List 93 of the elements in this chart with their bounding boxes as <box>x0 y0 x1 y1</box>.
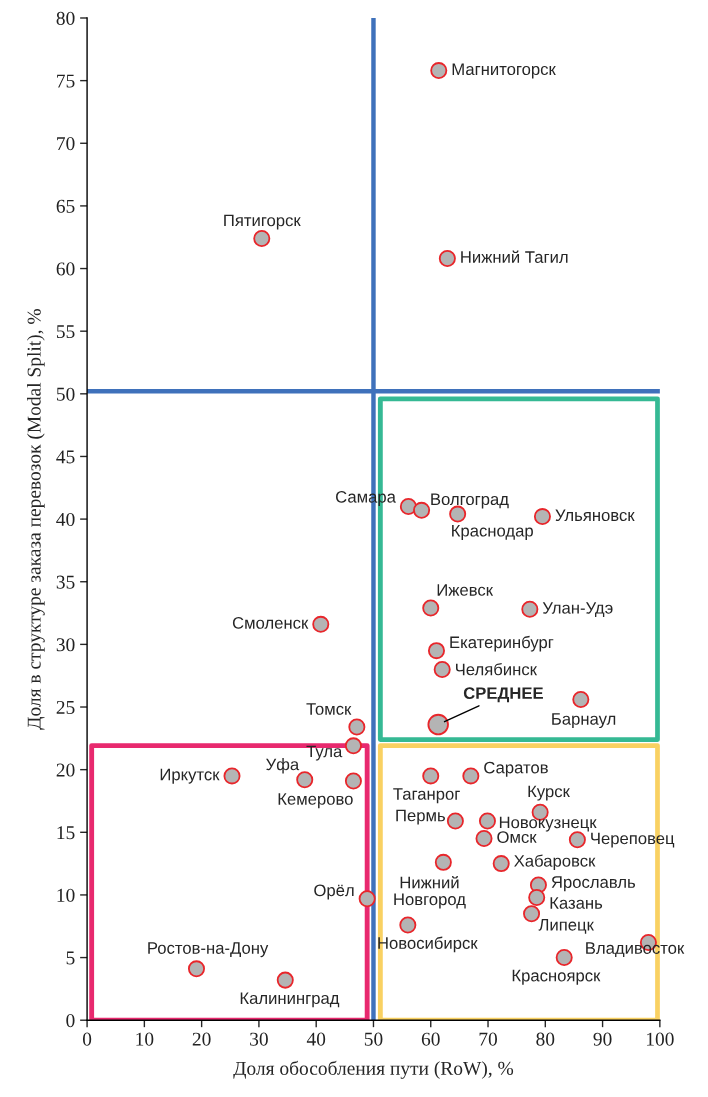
x-tick-label: 100 <box>646 1032 674 1046</box>
x-tick-label: 30 <box>250 1032 268 1046</box>
y-tick-label: 80 <box>56 11 75 25</box>
annotation: Волгоград <box>431 493 509 509</box>
annotation: Томск <box>306 703 352 715</box>
annotation: Нижний Новгород <box>394 875 466 909</box>
point <box>344 772 362 790</box>
point <box>438 250 456 268</box>
point <box>433 660 451 678</box>
point <box>434 853 452 871</box>
annotation: Калининград <box>240 992 340 1008</box>
point <box>187 960 205 978</box>
annotation: Казань <box>550 897 603 909</box>
x-tick-label: 90 <box>593 1032 612 1046</box>
y-tick-label: 0 <box>66 1014 75 1028</box>
x-tick-label: 40 <box>306 1032 326 1046</box>
y-tick-label: 30 <box>56 638 75 652</box>
point <box>223 767 241 785</box>
point <box>462 767 480 785</box>
annotation: Ростов-на-Дону <box>148 942 269 958</box>
annotation: Краснодар <box>452 524 533 540</box>
y-tick-label: 15 <box>57 826 75 840</box>
point <box>358 890 376 908</box>
annotation: Хабаровск <box>514 854 596 871</box>
point <box>572 690 590 709</box>
y-tick-label: 40 <box>56 512 75 527</box>
annotation: Ярославль <box>551 876 636 892</box>
point <box>344 737 362 755</box>
x-tick-label: 70 <box>479 1032 498 1046</box>
x-tick-label: 80 <box>536 1032 555 1046</box>
y-tick-label: 35 <box>56 575 75 589</box>
annotation: Ульяновск <box>555 509 635 522</box>
point <box>533 508 551 526</box>
point <box>427 642 445 660</box>
point <box>492 855 510 873</box>
point <box>422 767 440 785</box>
x-tick-label: 0 <box>82 1032 92 1046</box>
point <box>528 888 546 906</box>
annotation: Иркутск <box>160 768 220 784</box>
annotation: Тула <box>306 745 343 761</box>
annotation: Красноярск <box>512 969 601 985</box>
y-tick-label: 5 <box>66 951 75 965</box>
annotation: Ижевск <box>437 584 494 596</box>
y-tick-label: 55 <box>56 325 75 339</box>
point <box>399 916 417 934</box>
point <box>427 713 449 736</box>
annotation: Пермь <box>396 809 445 825</box>
annotation: Екатеринбург <box>450 635 554 652</box>
y-tick-label: 20 <box>56 763 75 777</box>
point <box>422 599 440 617</box>
annotation: Саратов <box>484 761 548 777</box>
annotation: Уфа <box>266 758 300 774</box>
y-axis-title: Доля в структуре заказа перевозок (Modal Split), % <box>27 309 45 730</box>
y-tick-label: 25 <box>56 700 75 714</box>
annotation: Омск <box>497 831 537 844</box>
annotation: Курск <box>528 785 570 801</box>
y-tick-label: 65 <box>56 199 75 213</box>
point <box>446 812 464 830</box>
point <box>399 498 417 516</box>
point <box>276 971 294 989</box>
annotation: Новокузнецк <box>499 816 597 832</box>
y-tick-label: 60 <box>56 262 75 276</box>
annotation: Липецк <box>538 919 594 934</box>
point <box>555 949 573 967</box>
annotation: СРЕДНЕЕ <box>463 687 543 703</box>
annotation: Нижний Тагил <box>461 250 568 263</box>
x-tick-label: 20 <box>192 1032 211 1046</box>
x-tick-label: 60 <box>421 1032 440 1046</box>
point <box>475 830 493 848</box>
annotation: Пятигорск <box>224 214 301 230</box>
annotation: Барнаул <box>552 713 616 729</box>
annotation: Магнитогорск <box>452 63 556 79</box>
point <box>413 501 431 519</box>
x-tick-label: 50 <box>364 1032 383 1046</box>
annotation: Челябинск <box>456 662 538 676</box>
point <box>253 229 271 247</box>
annotation: Кемерово <box>278 793 353 809</box>
y-tick-label: 50 <box>56 387 75 401</box>
annotation: Улан-Удэ <box>542 602 613 617</box>
point <box>348 718 366 736</box>
point <box>430 62 448 80</box>
x-tick-label: 10 <box>136 1032 154 1046</box>
y-tick-label: 10 <box>57 888 75 902</box>
y-tick-label: 45 <box>56 450 75 464</box>
annotation: Таганрог <box>393 788 460 804</box>
point <box>312 615 330 633</box>
y-tick-label: 70 <box>57 137 75 151</box>
point <box>478 812 496 830</box>
annotation: Орёл <box>314 884 354 900</box>
annotation: Смоленск <box>232 617 309 629</box>
point <box>521 600 539 618</box>
x-axis-title: Доля обособления пути (RoW), % <box>233 1060 514 1079</box>
y-tick-label: 75 <box>57 74 75 88</box>
